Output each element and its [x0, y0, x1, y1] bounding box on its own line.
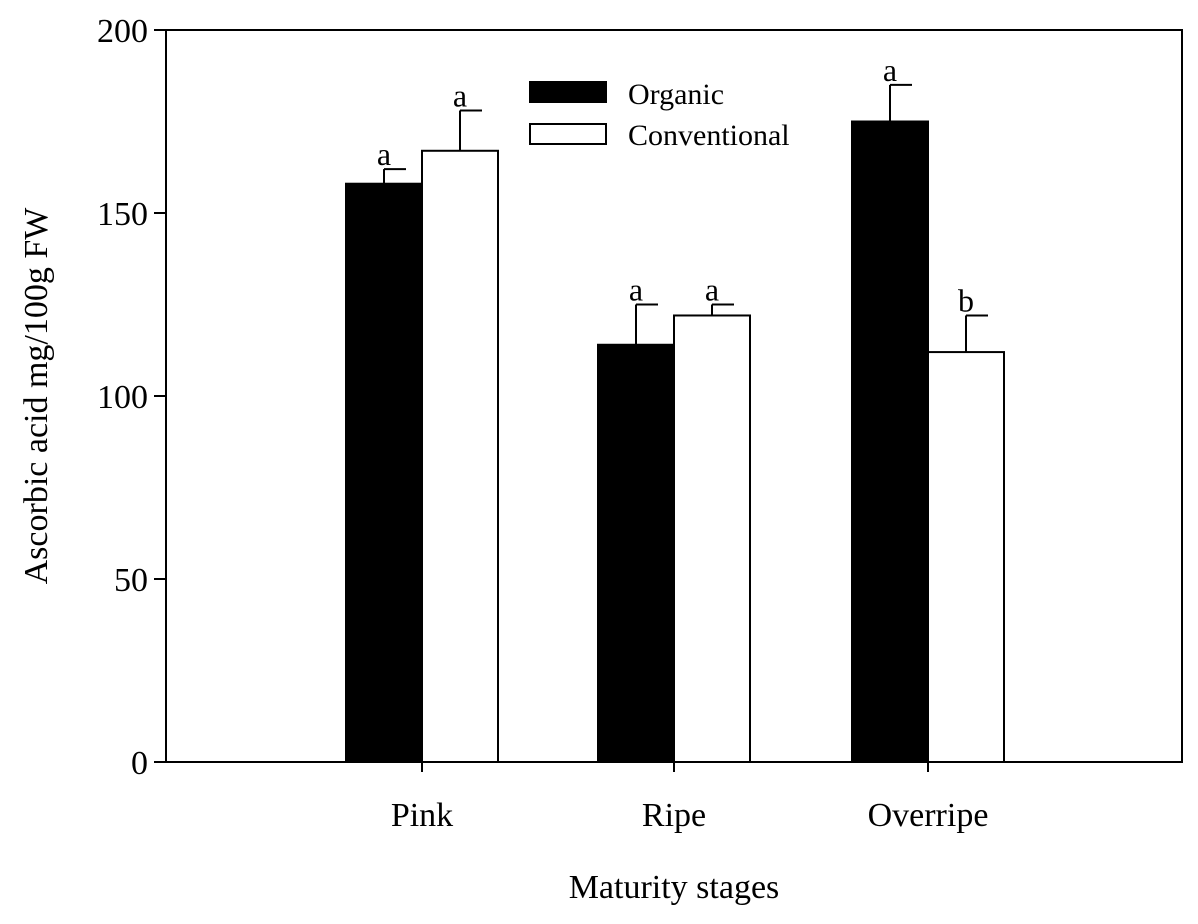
y-axis-title: Ascorbic acid mg/100g FW [18, 207, 55, 585]
x-tick-label-overripe: Overripe [868, 797, 989, 834]
y-tick-label: 100 [97, 379, 148, 416]
significance-label-conventional-ripe: a [705, 272, 719, 308]
y-tick-label: 50 [114, 562, 148, 599]
bar-organic-pink [345, 182, 423, 764]
bar-conventional-ripe [673, 314, 751, 763]
legend-swatch-conventional [529, 123, 607, 145]
significance-label-organic-ripe: a [629, 272, 643, 308]
y-tick-label: 200 [97, 13, 148, 50]
significance-label-conventional-overripe: b [958, 282, 974, 318]
x-axis: Pink Ripe Overripe [391, 762, 989, 834]
significance-label-organic-overripe: a [883, 52, 897, 88]
bar-conventional-overripe [927, 351, 1005, 763]
x-tick-label-pink: Pink [391, 797, 453, 834]
significance-label-conventional-pink: a [453, 78, 467, 114]
legend: Organic Conventional [529, 78, 790, 152]
significance-labels: a a a a a b [377, 52, 974, 319]
legend-swatch-organic [529, 81, 607, 103]
bar-organic-overripe [851, 120, 929, 763]
y-tick-label: 150 [97, 196, 148, 233]
x-axis-title: Maturity stages [569, 869, 780, 906]
significance-label-organic-pink: a [377, 136, 391, 172]
legend-label-organic: Organic [628, 78, 724, 111]
bar-conventional-pink [421, 149, 499, 763]
x-tick-label-ripe: Ripe [642, 797, 706, 834]
y-axis: 0 50 100 150 200 [97, 13, 166, 782]
y-tick-label: 0 [131, 745, 148, 782]
legend-label-conventional: Conventional [628, 119, 790, 152]
bar-organic-ripe [597, 343, 675, 763]
bars-layer [345, 83, 1005, 764]
